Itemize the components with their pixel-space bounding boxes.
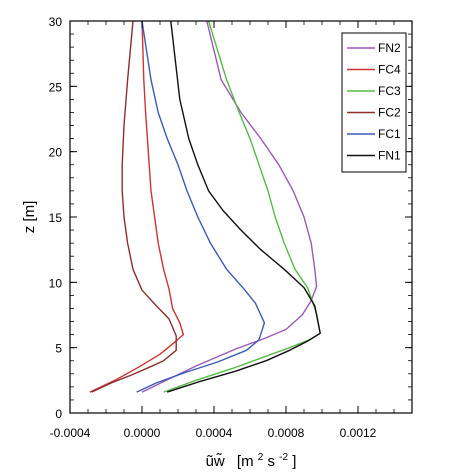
x-axis-unit-mid: s <box>268 453 276 470</box>
y-tick-label: 20 <box>49 146 63 160</box>
y-tick-label: 25 <box>49 80 63 94</box>
x-tick-label: 0.0008 <box>268 426 305 440</box>
legend-label-fc1: FC1 <box>378 127 401 141</box>
x-tick-label: 0.0012 <box>340 426 377 440</box>
series-line-fc3 <box>163 20 321 393</box>
x-tick-label: -0.0004 <box>50 426 91 440</box>
series-line-fc1 <box>136 20 266 393</box>
x-axis-unit-sup2: -2 <box>279 452 288 463</box>
legend-label-fc4: FC4 <box>378 63 401 77</box>
x-tick-label: 0.0004 <box>196 426 233 440</box>
y-tick-label: 0 <box>55 407 62 421</box>
legend-box <box>341 32 407 173</box>
y-tick-label: 5 <box>55 342 62 356</box>
series-line-fn2 <box>141 20 318 393</box>
legend-label-fc3: FC3 <box>378 84 401 98</box>
x-axis-symbol: ũw̃ <box>206 453 225 470</box>
series-line-fn1 <box>166 20 321 393</box>
legend-label-fc2: FC2 <box>378 106 401 120</box>
y-tick-label: 15 <box>49 211 63 225</box>
legend: FN2 FC4 FC3 FC2 FC1 FN1 <box>341 32 407 173</box>
y-axis-label: z [m] <box>21 201 38 234</box>
x-tick-label: 0.0000 <box>124 426 161 440</box>
series-line-fc2 <box>91 20 177 393</box>
x-axis-unit-close: ] <box>292 453 296 470</box>
x-axis-unit-open: [m <box>237 453 254 470</box>
x-axis-unit-sup1: 2 <box>258 452 264 463</box>
legend-label-fn1: FN1 <box>378 149 401 163</box>
series-layer <box>89 20 321 393</box>
series-line-fc4 <box>89 20 185 393</box>
legend-label-fn2: FN2 <box>378 41 401 55</box>
y-tick-label: 30 <box>49 15 63 29</box>
axis-ticks: -0.0004 0.0000 0.0004 0.0008 0.0012 0 5 10 15 20 2… <box>49 15 413 440</box>
y-tick-label: 10 <box>49 276 63 290</box>
x-axis-label: ũw̃ [m 2 s -2 ] <box>206 447 297 470</box>
